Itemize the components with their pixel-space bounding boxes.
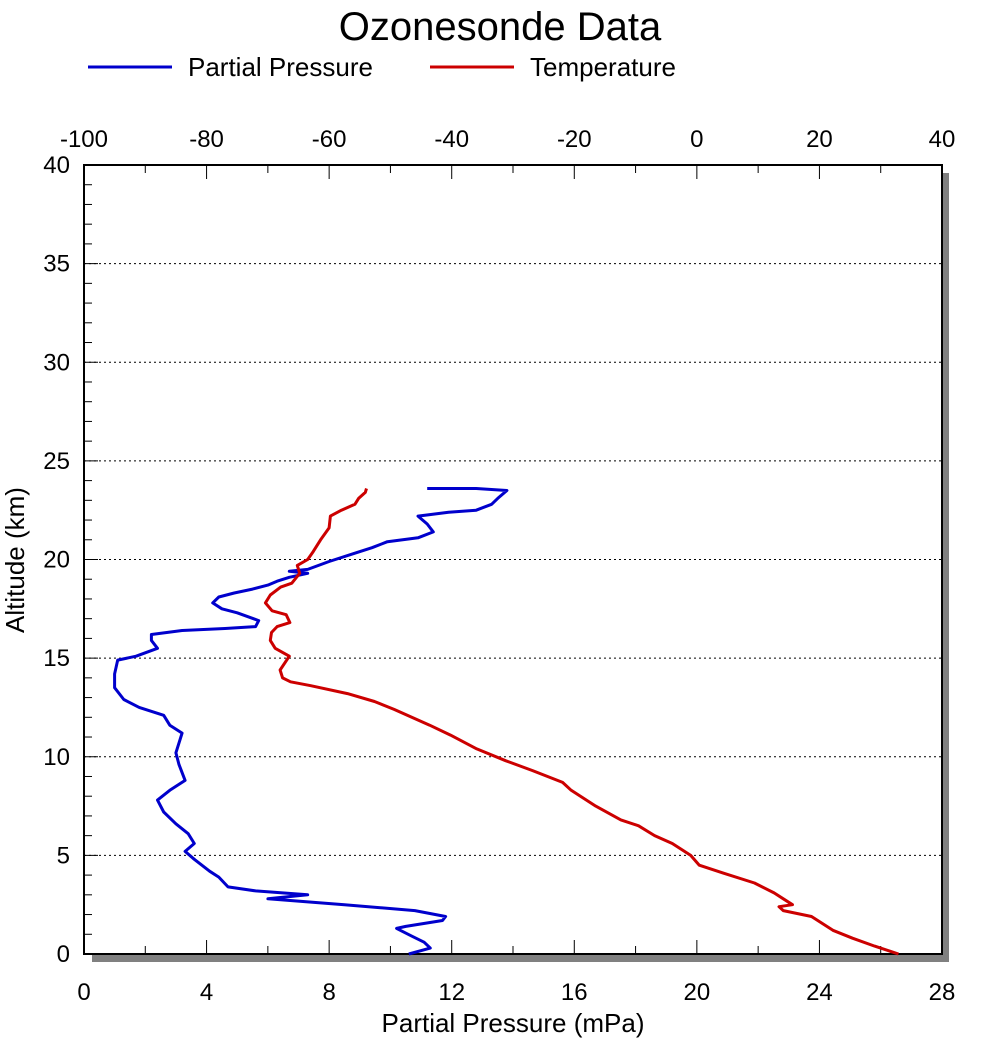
series-layer xyxy=(113,487,899,956)
legend: Partial Pressure Temperature xyxy=(88,52,676,82)
y-tick-label-6: 30 xyxy=(43,349,70,376)
x2-tick-label-7: 40 xyxy=(929,126,956,153)
x2-tick-label-3: -40 xyxy=(434,126,469,153)
x2-tick-label-5: 0 xyxy=(690,126,703,153)
axis-ticks xyxy=(83,164,943,955)
y-tick-label-0: 0 xyxy=(57,941,70,968)
chart-title: Ozonesonde Data xyxy=(339,5,662,49)
x2-tick-label-1: -80 xyxy=(189,126,224,153)
x-tick-label-5: 20 xyxy=(684,979,711,1006)
y-axis-label: Altitude (km) xyxy=(0,487,30,633)
x-tick-label-1: 4 xyxy=(200,979,213,1006)
y-tick-label-5: 25 xyxy=(43,448,70,475)
legend-label-temperature: Temperature xyxy=(530,52,676,82)
gridlines xyxy=(84,263,942,856)
y-tick-label-1: 5 xyxy=(57,842,70,869)
x2-tick-label-4: -20 xyxy=(557,126,592,153)
x-axis-label: Partial Pressure (mPa) xyxy=(382,1008,645,1038)
legend-label-partial-pressure: Partial Pressure xyxy=(188,52,373,82)
y-tick-label-2: 10 xyxy=(43,744,70,771)
x-tick-label-6: 24 xyxy=(806,979,833,1006)
y-tick-label-4: 20 xyxy=(43,547,70,574)
x-tick-label-7: 28 xyxy=(929,979,956,1006)
tick-labels: 0 5 10 15 20 25 30 35 40 0 4 8 12 16 20 24 28 -100 -80 -60 -… xyxy=(43,126,955,1006)
y-tick-label-3: 15 xyxy=(43,645,70,672)
x-tick-label-2: 8 xyxy=(322,979,335,1006)
y-tick-label-8: 40 xyxy=(43,152,70,179)
series-line-temperature xyxy=(263,488,899,956)
plot-area xyxy=(83,164,943,955)
x2-tick-label-2: -60 xyxy=(312,126,347,153)
x2-tick-label-6: 20 xyxy=(806,126,833,153)
y-tick-label-7: 35 xyxy=(43,251,70,278)
series-line-partial-pressure xyxy=(113,487,509,956)
x-tick-label-3: 12 xyxy=(438,979,465,1006)
x-tick-label-0: 0 xyxy=(77,979,90,1006)
x2-tick-label-0: -100 xyxy=(60,126,108,153)
x-tick-label-4: 16 xyxy=(561,979,588,1006)
